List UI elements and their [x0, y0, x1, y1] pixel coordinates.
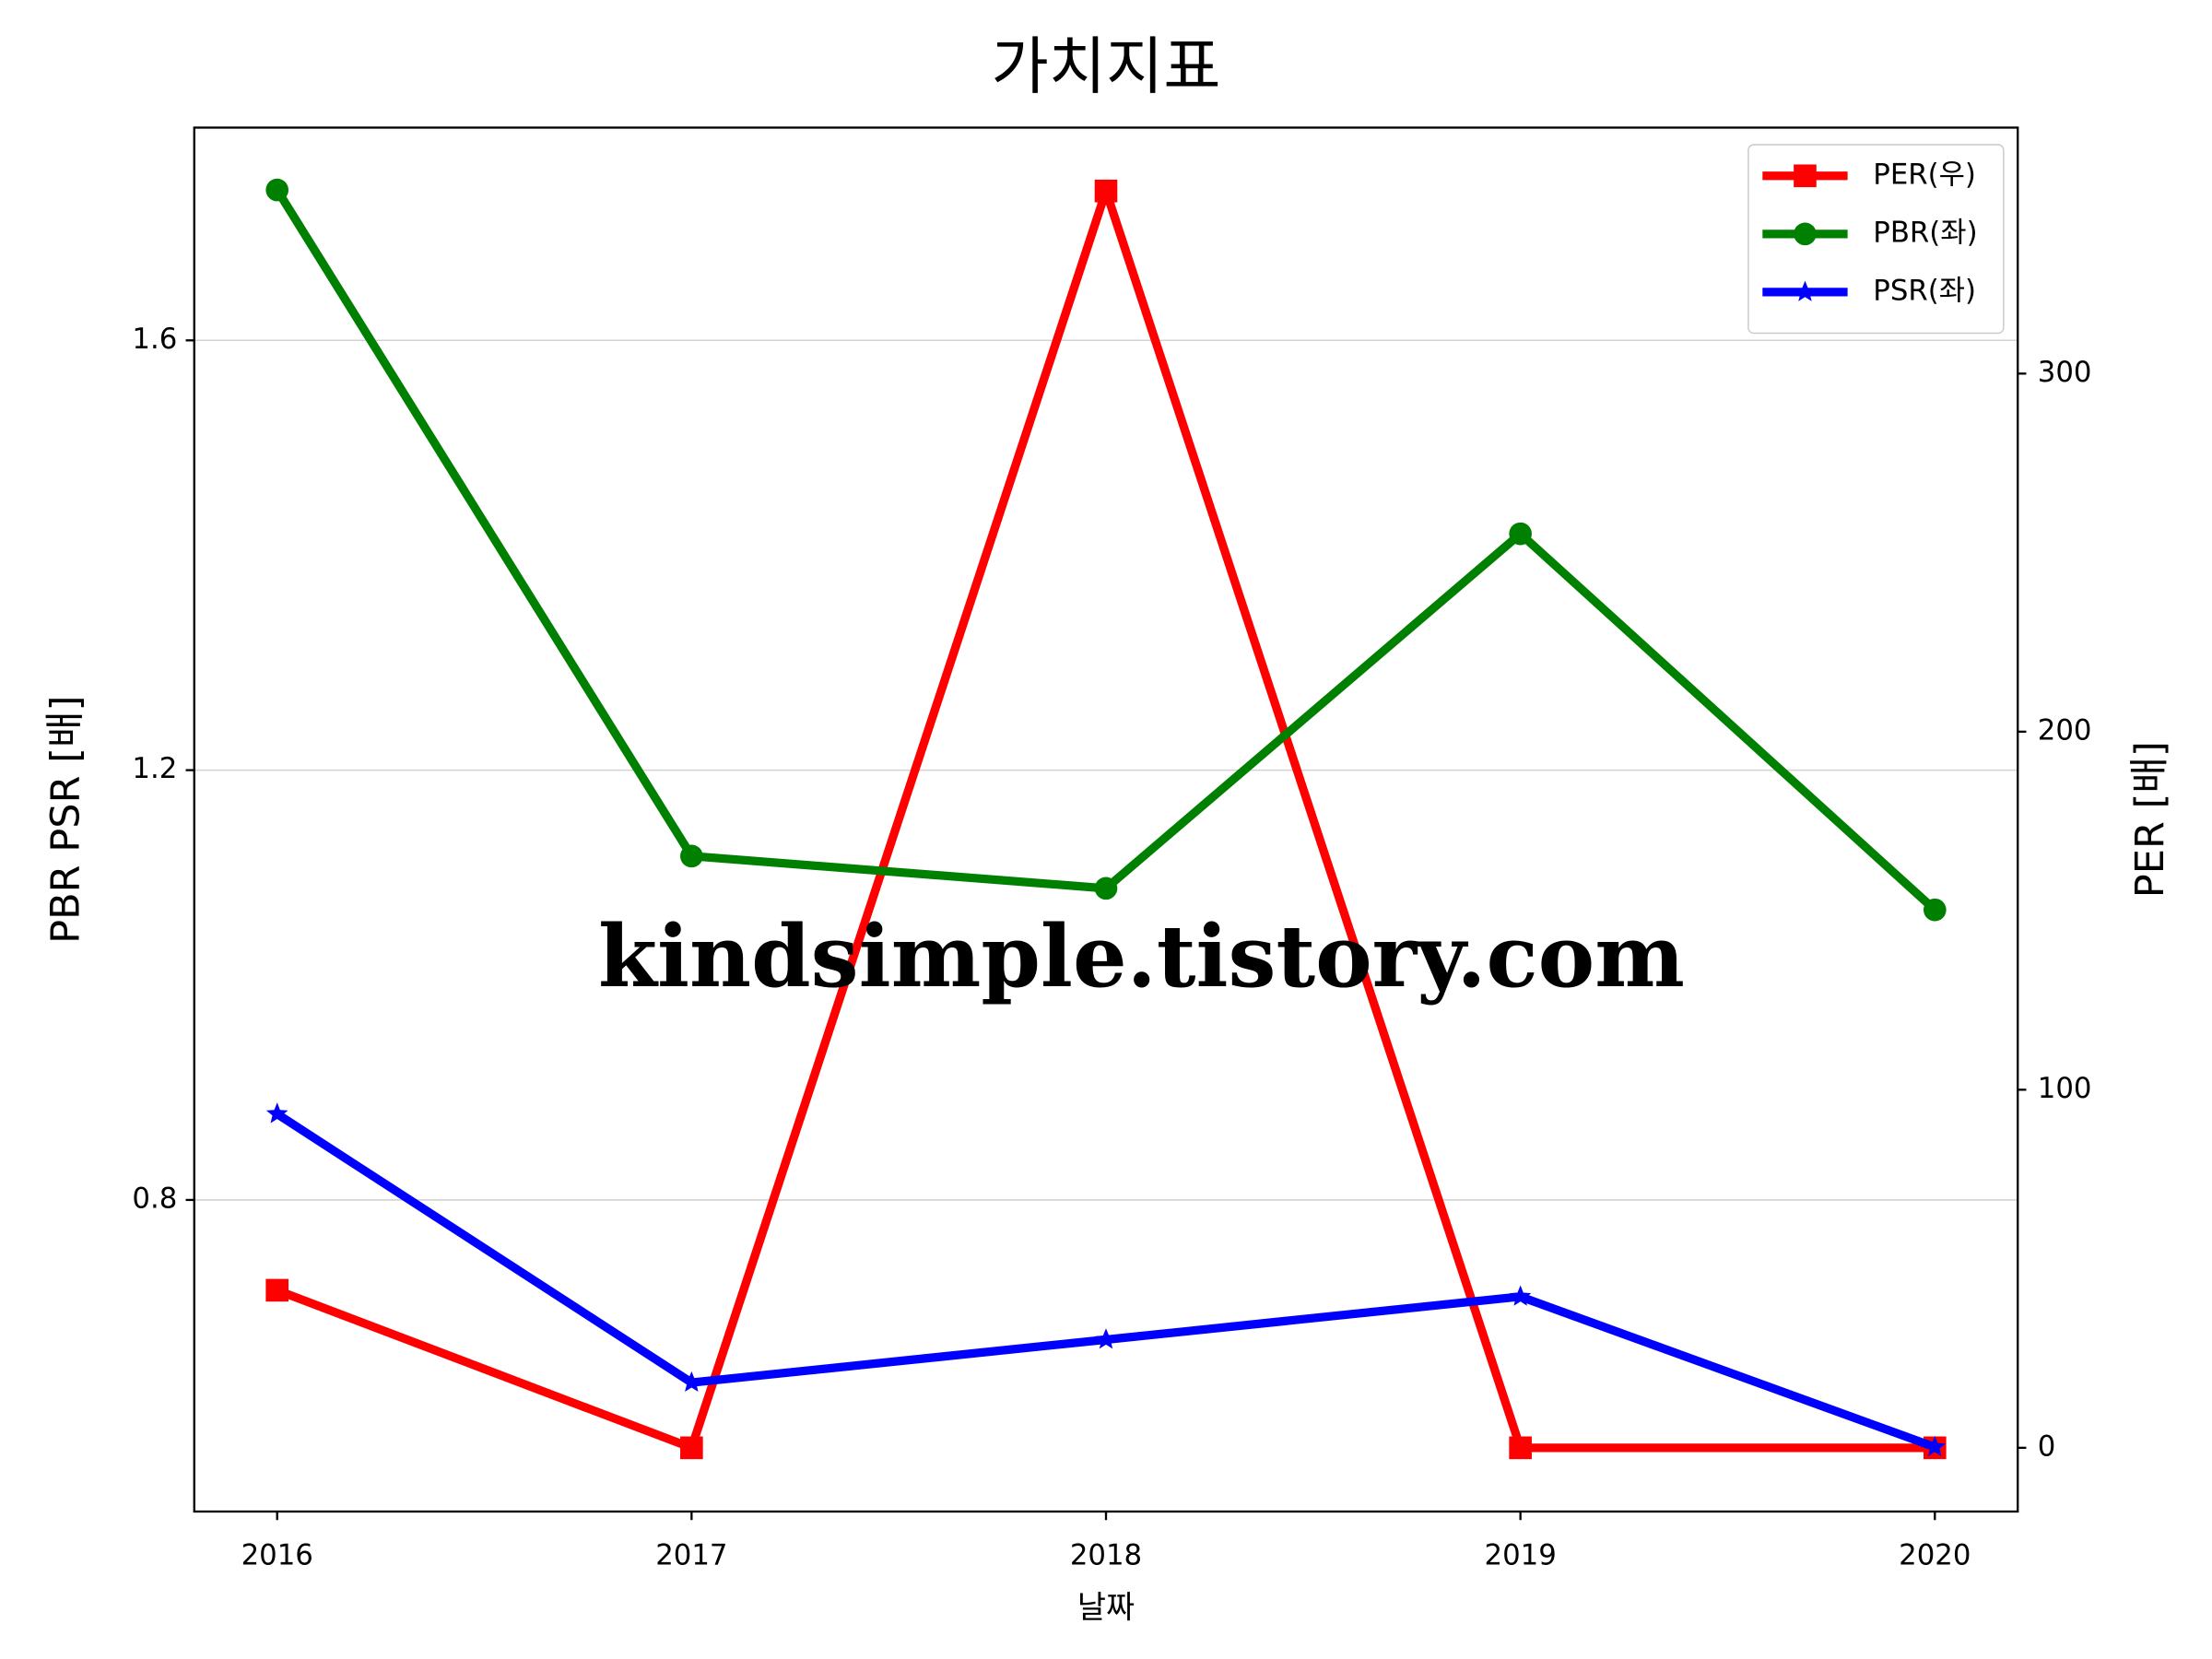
legend-label: PBR(좌) — [1873, 216, 1977, 249]
y2-tick-label: 300 — [2038, 356, 2092, 389]
y-tick-label: 0.8 — [132, 1182, 177, 1215]
marker — [1509, 1285, 1532, 1306]
marker — [680, 844, 703, 868]
marker — [1094, 179, 1118, 203]
x-tick-label: 2016 — [241, 1539, 313, 1572]
marker — [1094, 877, 1118, 900]
marker — [1095, 1328, 1117, 1349]
x-tick-label: 2018 — [1070, 1539, 1142, 1572]
y-tick-label: 1.2 — [132, 752, 177, 785]
marker — [1924, 1435, 1947, 1456]
x-axis-label: 날짜 — [1077, 1590, 1135, 1626]
y2-tick-label: 100 — [2038, 1072, 2092, 1105]
chart-title: 가치지표 — [991, 29, 1220, 102]
marker — [1923, 898, 1947, 922]
marker — [265, 1278, 289, 1302]
legend-label: PSR(좌) — [1873, 274, 1976, 307]
y-tick-label: 1.6 — [132, 323, 177, 356]
legend-marker — [1794, 164, 1817, 188]
watermark: kindsimple.tistory.com — [598, 906, 1685, 1006]
y2-axis-label: PER [배] — [2127, 741, 2173, 898]
y2-tick-label: 0 — [2038, 1430, 2056, 1463]
x-tick-label: 2020 — [1899, 1539, 1971, 1572]
marker — [1509, 522, 1532, 546]
marker — [1509, 1436, 1532, 1460]
legend-marker — [1794, 222, 1817, 246]
legend-marker — [1794, 280, 1817, 301]
legend-box — [1747, 144, 2005, 335]
legend-label: PER(우) — [1873, 158, 1976, 191]
plot-frame — [193, 126, 2019, 1513]
marker — [680, 1436, 703, 1460]
marker — [265, 1102, 288, 1124]
y2-tick-label: 200 — [2038, 713, 2092, 747]
x-tick-label: 2019 — [1485, 1539, 1557, 1572]
marker — [265, 178, 289, 202]
x-tick-label: 2017 — [655, 1539, 727, 1572]
marker — [680, 1371, 702, 1392]
y-axis-label: PBR PSR [배] — [42, 696, 88, 944]
